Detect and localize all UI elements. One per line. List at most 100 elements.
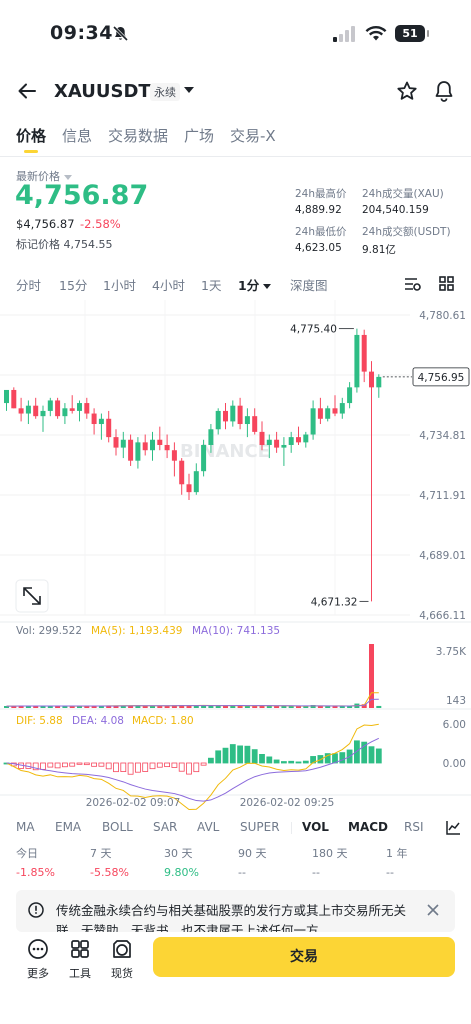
- volume-ma5-label: MA(5): 1,193.439: [91, 625, 182, 637]
- mark-price-value: 4,754.55: [63, 238, 113, 251]
- candle: [55, 397, 61, 419]
- spot-button[interactable]: 现货: [102, 938, 142, 981]
- grid-layout-icon[interactable]: [439, 276, 454, 291]
- candle-body: [325, 408, 331, 419]
- volume-bar: [157, 705, 163, 708]
- volume-bar: [230, 705, 236, 708]
- fullscreen-button[interactable]: [15, 579, 49, 613]
- time-axis-label: 2026-02-02 09:25: [240, 797, 335, 809]
- candle: [230, 400, 236, 427]
- volume-ma10-line: [6, 698, 379, 707]
- macd-histogram-bar: [215, 750, 222, 764]
- close-icon[interactable]: [426, 903, 440, 917]
- volume-bar: [310, 705, 316, 708]
- symbol-title[interactable]: XAUUSDT: [54, 81, 151, 102]
- tools-button[interactable]: 工具: [60, 938, 100, 981]
- symbol-dropdown-icon[interactable]: [184, 87, 194, 93]
- indicator-settings-icon[interactable]: [445, 819, 462, 836]
- candle-body: [237, 405, 243, 425]
- candle-body: [120, 439, 126, 448]
- candle-body: [25, 405, 31, 414]
- tab-price[interactable]: 价格: [16, 127, 47, 145]
- price-axis-label: 4,666.11: [419, 610, 466, 622]
- usd-value: $4,756.87: [16, 217, 75, 231]
- macd-histogram-bar: [375, 748, 382, 764]
- candle-body: [252, 416, 258, 432]
- trade-button[interactable]: 交易: [153, 937, 455, 977]
- candle-body: [69, 408, 75, 411]
- volume-ma5-line: [6, 692, 379, 707]
- last-price-tag: [412, 367, 470, 387]
- candle-body: [281, 444, 287, 448]
- candle-body: [201, 444, 207, 472]
- perf-today: 今日 -1.85%: [16, 845, 55, 879]
- kline-chart[interactable]: BINANCE 4,780.614,757.714,734.814,711.91…: [0, 300, 471, 815]
- candle: [33, 397, 39, 419]
- indicator-boll[interactable]: BOLL: [102, 820, 133, 834]
- last-price-label[interactable]: 最新价格: [16, 168, 72, 184]
- interval-15m[interactable]: 15分: [59, 278, 88, 293]
- chart-settings-icon[interactable]: [404, 276, 422, 292]
- interval-1d[interactable]: 1天: [201, 278, 222, 293]
- macd-histogram-bar: [120, 762, 127, 772]
- candle: [113, 429, 119, 456]
- indicator-avl[interactable]: AVL: [197, 820, 220, 834]
- candle: [252, 408, 258, 435]
- interval-1h[interactable]: 1小时: [103, 278, 136, 293]
- tab-trade-x[interactable]: 交易-X: [230, 127, 276, 145]
- volume-bar: [179, 705, 185, 708]
- macd-histogram-bar: [229, 744, 236, 764]
- more-button[interactable]: 更多: [18, 938, 58, 981]
- indicator-rsi[interactable]: RSI: [404, 820, 424, 834]
- volume-bar: [296, 706, 301, 708]
- candle: [171, 442, 177, 477]
- interval-time-sharing[interactable]: 分时: [16, 278, 42, 293]
- candle-body: [376, 376, 382, 388]
- tab-info[interactable]: 信息: [62, 127, 93, 145]
- interval-4h[interactable]: 4小时: [152, 278, 185, 293]
- volume-bar: [193, 705, 199, 708]
- indicator-ema[interactable]: EMA: [55, 820, 82, 834]
- macd-histogram-bar: [40, 762, 46, 770]
- candle-body: [55, 400, 61, 417]
- candle-body: [332, 408, 338, 414]
- indicator-vol[interactable]: VOL: [302, 820, 329, 834]
- alert-bell-icon[interactable]: [433, 79, 455, 103]
- indicator-super[interactable]: SUPER: [240, 820, 280, 834]
- price-axis-label: 4,734.81: [419, 430, 466, 442]
- macd-dea-label: DEA: 4.08: [72, 715, 124, 727]
- indicator-sar[interactable]: SAR: [153, 820, 178, 834]
- price-axis-label: 4,780.61: [419, 310, 466, 322]
- macd-histogram-bar: [237, 745, 244, 764]
- candle: [157, 426, 163, 451]
- candle: [128, 434, 134, 466]
- candle-body: [186, 484, 192, 493]
- favorite-star-icon[interactable]: [396, 80, 418, 102]
- macd-histogram-bar: [368, 746, 375, 764]
- volume-bar: [164, 705, 170, 708]
- stat-24h-turnover-usdt: 24h成交额(USDT) 9.81亿: [362, 224, 451, 257]
- candle: [25, 400, 31, 425]
- candle-body: [369, 371, 374, 388]
- candle-body: [288, 437, 294, 445]
- candle: [259, 421, 265, 451]
- indicator-macd[interactable]: MACD: [348, 820, 388, 834]
- candle: [296, 426, 301, 445]
- tab-trading-data[interactable]: 交易数据: [108, 127, 169, 145]
- candle-body: [230, 405, 236, 422]
- candle-body: [18, 408, 24, 414]
- indicator-bar: MA EMA BOLL SAR AVL SUPER VOL MACD RSI: [0, 818, 471, 838]
- stat-24h-high: 24h最高价 4,889.92: [295, 186, 347, 216]
- macd-axis-label: 0.00: [443, 758, 466, 770]
- macd-histogram-bar: [127, 762, 134, 775]
- indicator-ma[interactable]: MA: [16, 820, 35, 834]
- volume-bar: [223, 705, 228, 708]
- perf-30d: 30 天 9.80%: [164, 845, 199, 879]
- perf-label: 1 年: [386, 847, 408, 860]
- candle: [142, 434, 148, 456]
- interval-selected[interactable]: 1分: [238, 275, 272, 294]
- back-arrow-icon[interactable]: [16, 80, 38, 102]
- candle-body: [244, 416, 250, 425]
- depth-chart-tab[interactable]: 深度图: [290, 278, 328, 293]
- tab-square[interactable]: 广场: [184, 127, 215, 145]
